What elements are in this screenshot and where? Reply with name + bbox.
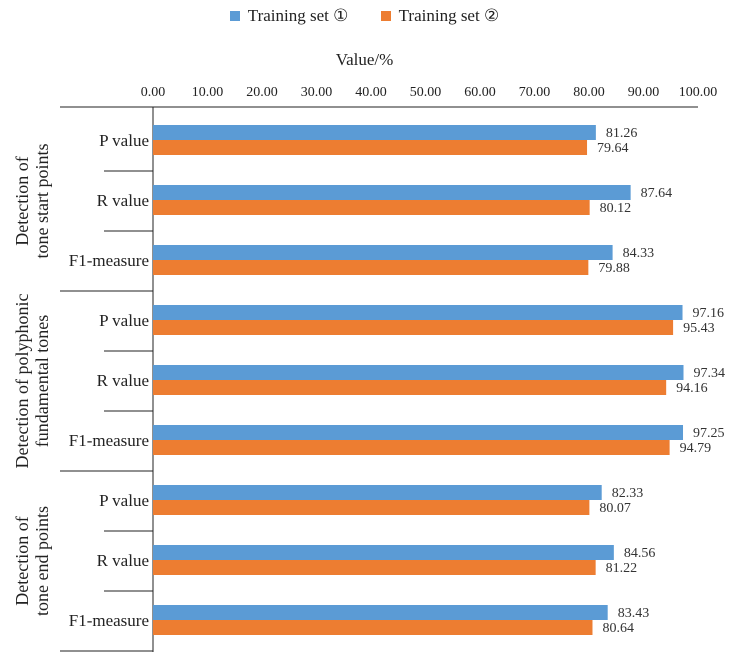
bar-series-1 xyxy=(153,185,631,200)
x-tick-label: 20.00 xyxy=(246,85,278,100)
category-label: R value xyxy=(97,551,149,570)
bar-series-2 xyxy=(153,380,667,395)
x-tick-label: 0.00 xyxy=(141,85,166,100)
category-label: R value xyxy=(97,371,149,390)
data-label-series-1: 87.64 xyxy=(641,186,673,201)
category-label: R value xyxy=(97,191,149,210)
bar-series-2 xyxy=(153,140,588,155)
data-label-series-1: 84.33 xyxy=(623,246,655,261)
data-label-series-2: 95.43 xyxy=(683,321,715,336)
bar-series-1 xyxy=(153,305,683,320)
bar-series-1 xyxy=(153,125,596,140)
data-label-series-1: 84.56 xyxy=(624,546,656,561)
x-tick-label: 40.00 xyxy=(355,85,387,100)
group-label-line: Detection of polyphonic xyxy=(12,294,32,469)
bar-series-2 xyxy=(153,260,589,275)
legend-item-series-1: Training set ① xyxy=(229,6,349,26)
x-tick-label: 90.00 xyxy=(628,85,660,100)
group-label-line: Detection of xyxy=(12,516,32,605)
bar-series-1 xyxy=(153,425,684,440)
group-label: Detection of polyphonicfundamental tones xyxy=(12,294,52,469)
data-label-series-1: 82.33 xyxy=(612,486,644,501)
bar-series-2 xyxy=(153,200,590,215)
data-label-series-1: 97.25 xyxy=(693,426,725,441)
bar-series-1 xyxy=(153,605,608,620)
x-tick-label: 10.00 xyxy=(192,85,224,100)
x-tick-label: 100.00 xyxy=(679,85,718,100)
category-label: P value xyxy=(99,491,149,510)
data-label-series-1: 83.43 xyxy=(618,606,650,621)
data-label-series-2: 94.16 xyxy=(676,381,708,396)
bar-series-1 xyxy=(153,245,613,260)
bar-series-2 xyxy=(153,560,596,575)
legend-item-series-2: Training set ② xyxy=(380,6,500,26)
data-label-series-1: 97.16 xyxy=(693,306,725,321)
x-tick-label: 80.00 xyxy=(573,85,605,100)
data-label-series-1: 81.26 xyxy=(606,126,638,141)
legend-label-series-2: Training set ② xyxy=(398,6,500,25)
bar-series-1 xyxy=(153,365,684,380)
category-label: P value xyxy=(99,311,149,330)
data-label-series-2: 94.79 xyxy=(680,441,712,456)
x-tick-label: 70.00 xyxy=(519,85,551,100)
category-label: F1-measure xyxy=(69,611,149,630)
data-label-series-2: 80.07 xyxy=(599,501,631,516)
category-label: F1-measure xyxy=(69,431,149,450)
data-label-series-2: 79.64 xyxy=(597,141,629,156)
data-label-series-2: 79.88 xyxy=(598,261,630,276)
legend-swatch-series-2 xyxy=(380,11,391,21)
bar-series-2 xyxy=(153,440,670,455)
x-axis-title: Value/% xyxy=(335,50,394,69)
group-label: Detection oftone end points xyxy=(12,506,52,616)
category-label: P value xyxy=(99,131,149,150)
group-label-line: tone end points xyxy=(32,506,52,616)
legend-label-series-1: Training set ① xyxy=(247,6,349,25)
bar-series-1 xyxy=(153,545,614,560)
bar-series-2 xyxy=(153,320,674,335)
group-label-line: Detection of xyxy=(12,156,32,245)
legend-swatch-series-1 xyxy=(229,11,240,21)
x-tick-label: 60.00 xyxy=(464,85,496,100)
group-label-line: fundamental tones xyxy=(32,315,52,447)
category-label: F1-measure xyxy=(69,251,149,270)
bar-series-2 xyxy=(153,500,590,515)
bar-series-1 xyxy=(153,485,602,500)
bar-series-2 xyxy=(153,620,593,635)
group-label-line: tone start points xyxy=(32,144,52,259)
legend: Training set ① Training set ② xyxy=(0,6,729,26)
data-label-series-2: 80.12 xyxy=(600,201,632,216)
x-tick-label: 50.00 xyxy=(410,85,442,100)
data-label-series-2: 81.22 xyxy=(606,561,638,576)
data-label-series-1: 97.34 xyxy=(694,366,726,381)
group-label: Detection oftone start points xyxy=(12,144,52,259)
x-tick-label: 30.00 xyxy=(301,85,333,100)
data-label-series-2: 80.64 xyxy=(602,621,634,636)
